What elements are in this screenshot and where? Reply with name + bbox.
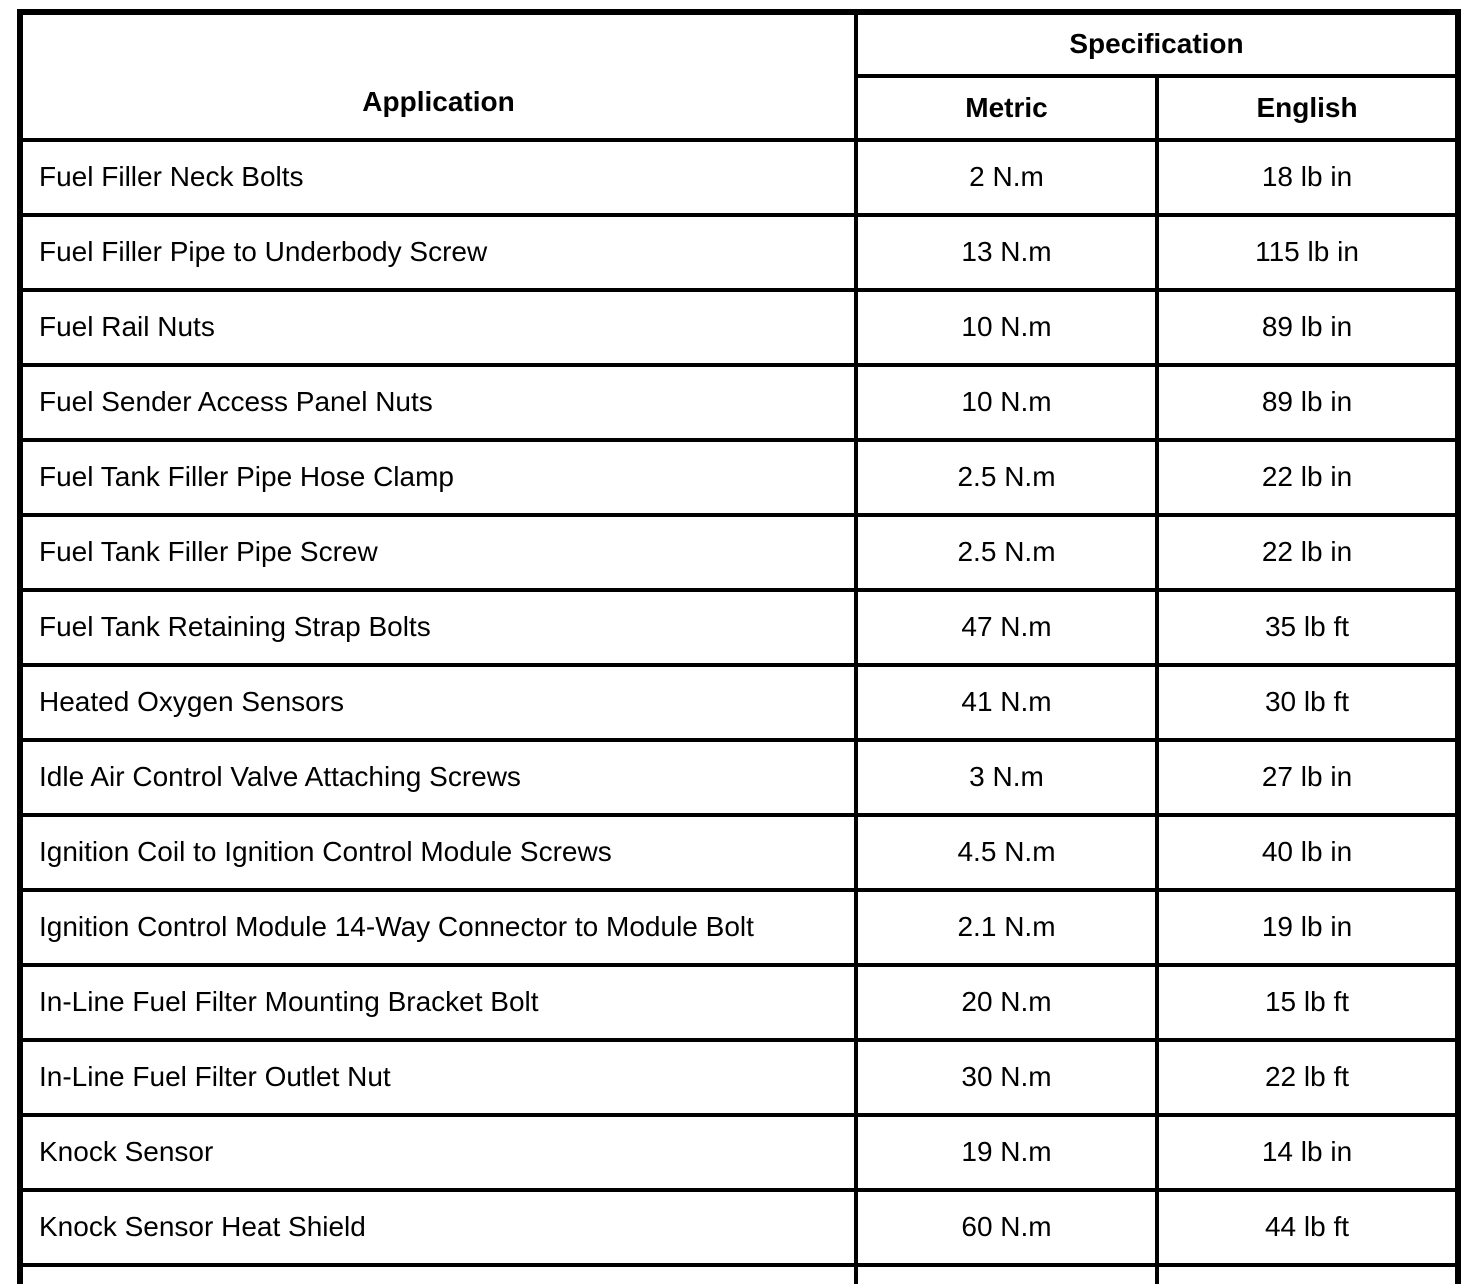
table-row: Heated Oxygen Sensors 41 N.m 30 lb ft [18,663,1461,742]
application-cell: Ignition Coil to Ignition Control Module… [18,813,858,892]
english-value-cell: 89 lb in [1154,288,1461,367]
table-row: Fuel Filler Pipe to Underbody Screw 13 N… [18,213,1461,292]
metric-value-cell: 3 N.m [854,738,1159,817]
english-value-cell: 35 lb ft [1154,588,1461,667]
application-cell: Heated Oxygen Sensors [18,663,858,742]
metric-value-cell: 2.5 N.m [854,438,1159,517]
metric-value-cell: 13 N.m [854,213,1159,292]
metric-value-cell: 19 N.m [854,1113,1159,1192]
application-cell [18,1263,858,1284]
table-row: Fuel Tank Filler Pipe Screw 2.5 N.m 22 l… [18,513,1461,592]
table-row: Idle Air Control Valve Attaching Screws … [18,738,1461,817]
english-value-cell: 44 lb ft [1154,1188,1461,1267]
metric-value-cell: 2.5 N.m [854,513,1159,592]
header-row-sub: Metric English [20,74,1461,142]
application-cell: Fuel Filler Neck Bolts [18,138,858,217]
metric-value-cell: 10 N.m [854,288,1159,367]
application-cell: In-Line Fuel Filter Mounting Bracket Bol… [18,963,858,1042]
table-row: Knock Sensor 19 N.m 14 lb in [18,1113,1461,1192]
table-row: Fuel Filler Neck Bolts 2 N.m 18 lb in [18,138,1461,217]
english-value-cell: 22 lb in [1154,513,1461,592]
application-cell: In-Line Fuel Filter Outlet Nut [18,1038,858,1117]
english-value-cell: 115 lb in [1154,213,1461,292]
english-value-cell: 89 lb in [1154,363,1461,442]
english-value-cell [1154,1263,1461,1284]
application-cell: Fuel Tank Filler Pipe Hose Clamp [18,438,858,517]
metric-value-cell: 2.1 N.m [854,888,1159,967]
metric-value-cell: 4.5 N.m [854,813,1159,892]
metric-value-cell: 10 N.m [854,363,1159,442]
english-value-cell: 22 lb ft [1154,1038,1461,1117]
partial-clipped-row [18,1263,1461,1284]
table-row: Fuel Tank Retaining Strap Bolts 47 N.m 3… [18,588,1461,667]
metric-value-cell: 2 N.m [854,138,1159,217]
english-value-cell: 40 lb in [1154,813,1461,892]
english-value-cell: 30 lb ft [1154,663,1461,742]
metric-column-header: Metric [854,74,1159,142]
english-value-cell: 19 lb in [1154,888,1461,967]
metric-value-cell: 20 N.m [854,963,1159,1042]
application-column-header: Application [18,10,858,142]
metric-value-cell: 30 N.m [854,1038,1159,1117]
metric-value-cell: 60 N.m [854,1188,1159,1267]
table-row: Ignition Coil to Ignition Control Module… [18,813,1461,892]
application-cell: Ignition Control Module 14-Way Connector… [18,888,858,967]
table-row: In-Line Fuel Filter Mounting Bracket Bol… [18,963,1461,1042]
torque-specifications-table: Application Specification Metric English… [17,9,1462,1284]
table-row: Fuel Rail Nuts 10 N.m 89 lb in [18,288,1461,367]
english-value-cell: 22 lb in [1154,438,1461,517]
table-row: In-Line Fuel Filter Outlet Nut 30 N.m 22… [18,1038,1461,1117]
english-value-cell: 15 lb ft [1154,963,1461,1042]
header-row-top: Application Specification [18,10,1461,142]
application-cell: Fuel Sender Access Panel Nuts [18,363,858,442]
application-cell: Idle Air Control Valve Attaching Screws [18,738,858,817]
english-value-cell: 18 lb in [1154,138,1461,217]
application-cell: Fuel Filler Pipe to Underbody Screw [18,213,858,292]
table-row: Fuel Tank Filler Pipe Hose Clamp 2.5 N.m… [18,438,1461,517]
english-column-header: English [1154,74,1461,142]
table-row: Ignition Control Module 14-Way Connector… [18,888,1461,967]
table-row: Fuel Sender Access Panel Nuts 10 N.m 89 … [18,363,1461,442]
metric-value-cell: 41 N.m [854,663,1159,742]
metric-value-cell: 47 N.m [854,588,1159,667]
english-value-cell: 14 lb in [1154,1113,1461,1192]
application-cell: Fuel Rail Nuts [18,288,858,367]
english-value-cell: 27 lb in [1154,738,1461,817]
application-cell: Fuel Tank Retaining Strap Bolts [18,588,858,667]
metric-value-cell [854,1263,1159,1284]
application-cell: Knock Sensor Heat Shield [18,1188,858,1267]
specification-column-header: Specification [853,10,1461,78]
application-cell: Fuel Tank Filler Pipe Screw [18,513,858,592]
application-cell: Knock Sensor [18,1113,858,1192]
table-row: Knock Sensor Heat Shield 60 N.m 44 lb ft [18,1188,1461,1267]
